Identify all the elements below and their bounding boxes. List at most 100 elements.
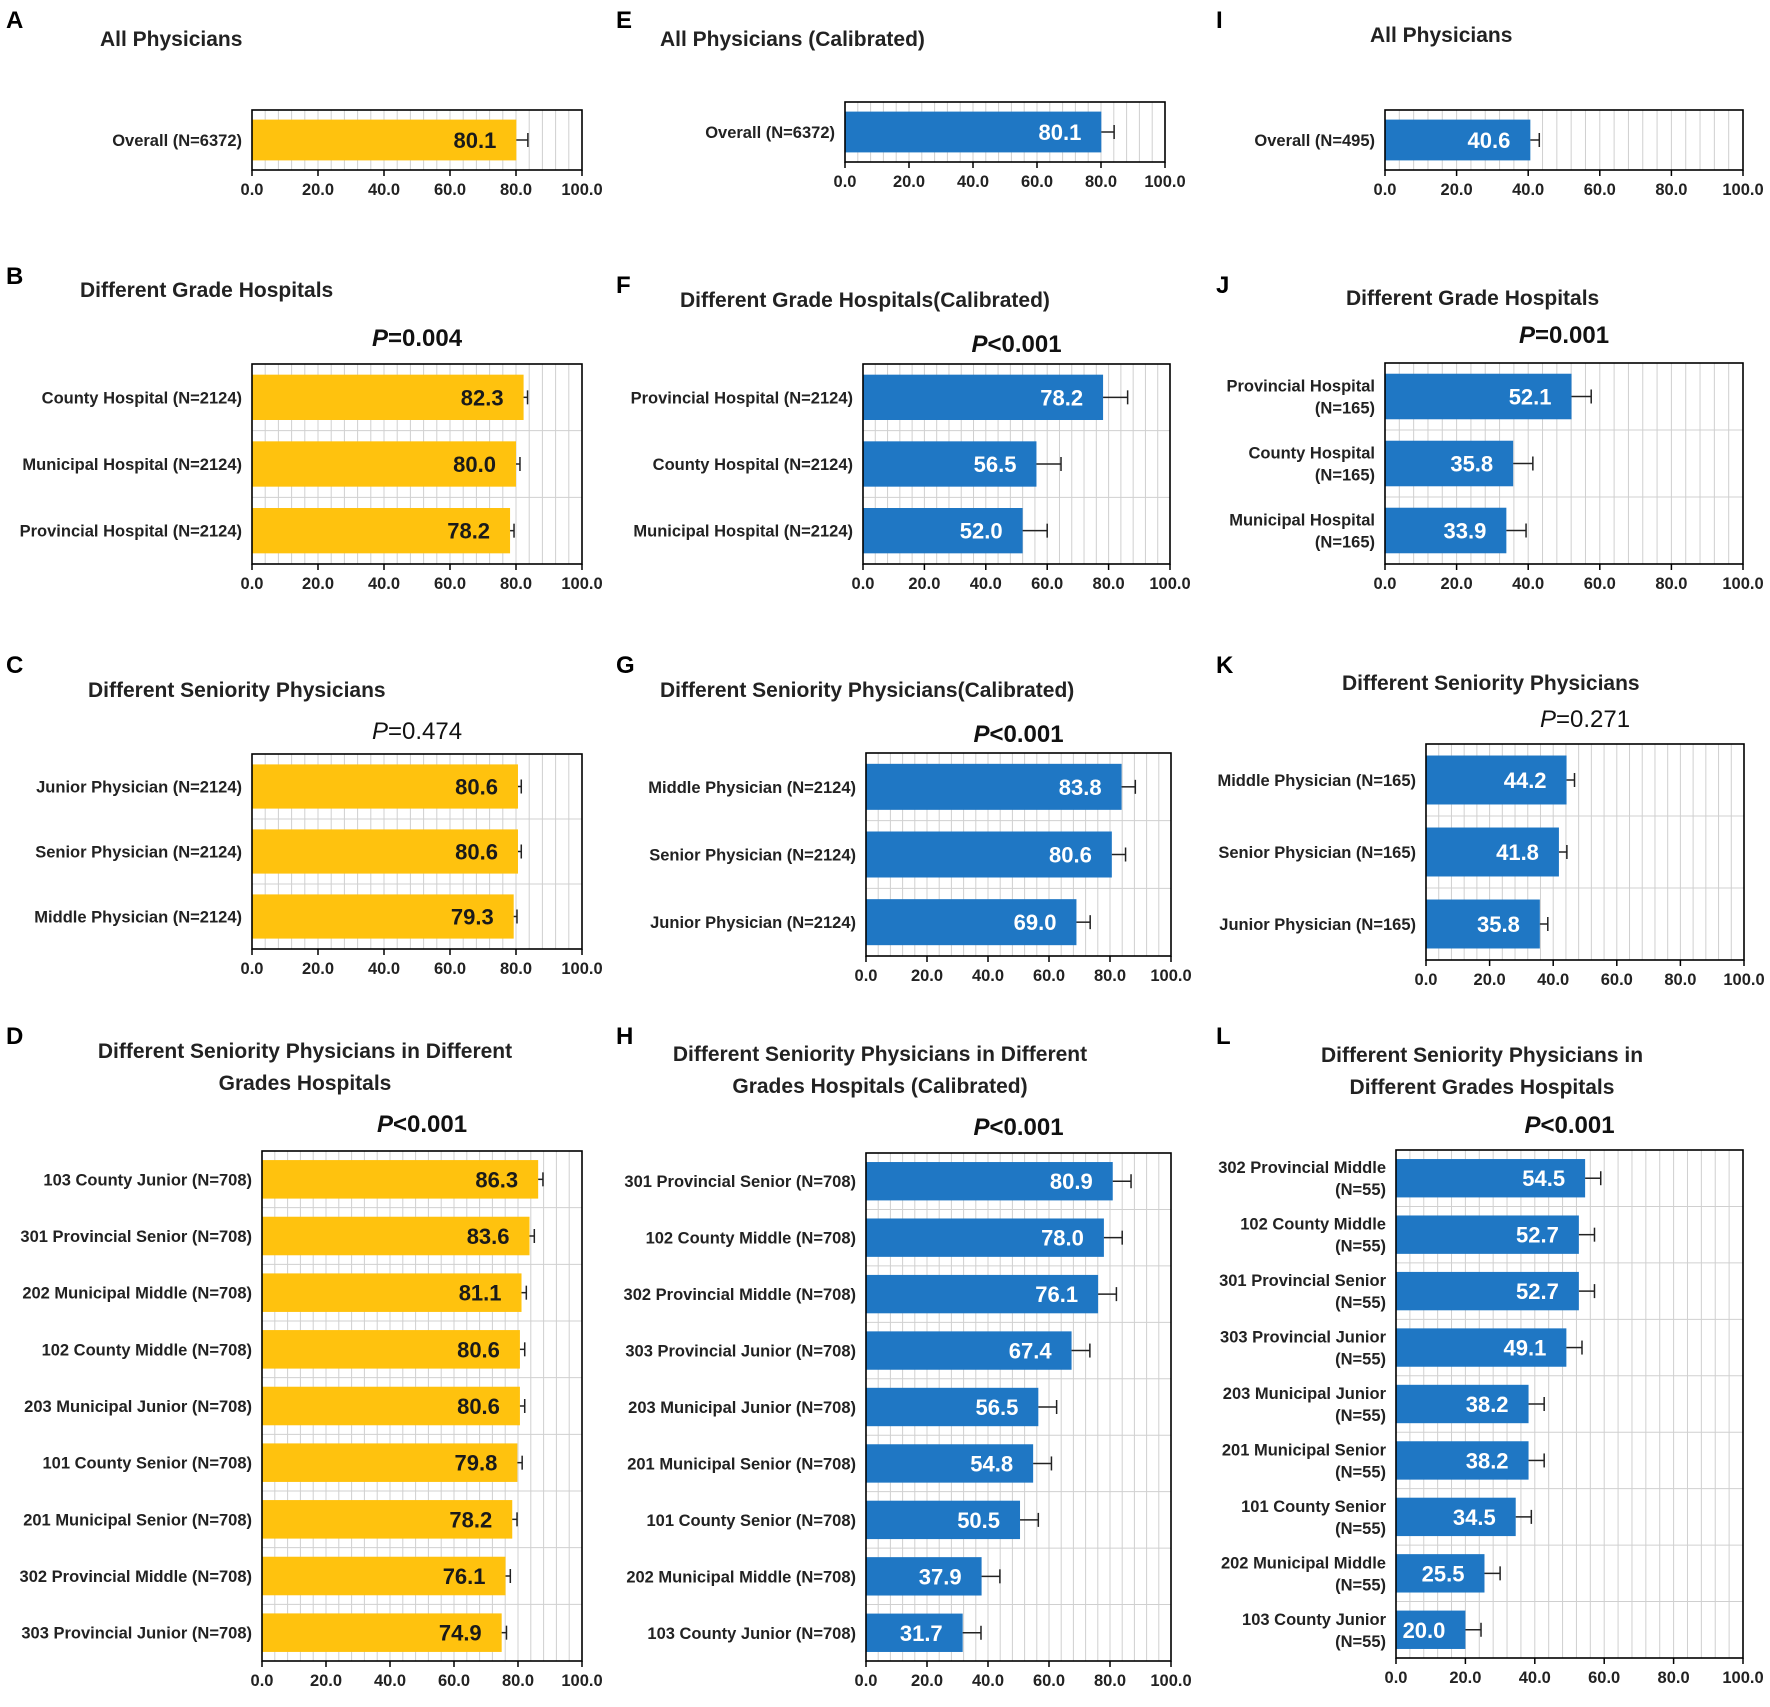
bar <box>866 831 1112 878</box>
data-label: 49.1 <box>1504 1336 1547 1361</box>
x-tick-label: 0.0 <box>241 181 264 199</box>
panel-label: E <box>616 7 632 34</box>
x-tick-label: 20.0 <box>302 181 334 199</box>
x-tick-label: 80.0 <box>502 1672 534 1690</box>
data-label: 80.6 <box>1049 843 1092 868</box>
category-label: (N=55) <box>1335 1181 1386 1199</box>
x-tick-label: 40.0 <box>972 1672 1004 1690</box>
category-label: 201 Municipal Senior <box>1222 1441 1387 1459</box>
category-label: 201 Municipal Senior (N=708) <box>23 1511 252 1529</box>
x-tick-label: 20.0 <box>1449 1669 1481 1687</box>
plot-frame <box>862 363 1171 565</box>
x-tick-label: 0.0 <box>1374 575 1397 593</box>
category-label: (N=55) <box>1335 1238 1386 1256</box>
bar <box>866 763 1122 810</box>
x-tick-label: 40.0 <box>957 173 989 191</box>
bar <box>1396 1271 1579 1311</box>
p-value: P=0.474 <box>372 718 462 745</box>
bar <box>866 1218 1104 1257</box>
plot-frame <box>251 753 583 950</box>
x-tick-label: 20.0 <box>1441 181 1473 199</box>
bar <box>1396 1554 1485 1593</box>
x-tick-label: 40.0 <box>972 967 1004 985</box>
x-tick-label: 0.0 <box>241 960 264 978</box>
p-value-text: =0.474 <box>388 718 462 745</box>
x-tick-label: 100.0 <box>1722 575 1763 593</box>
panel-h: H Different Seniority Physicians in Diffe… <box>616 1023 1192 1690</box>
chart-title: Different Seniority Physicians <box>88 679 386 702</box>
data-label: 67.4 <box>1009 1339 1053 1364</box>
panel-label: H <box>616 1023 633 1050</box>
x-tick-label: 100.0 <box>1144 173 1185 191</box>
x-tick-label: 20.0 <box>908 575 940 593</box>
x-tick-label: 60.0 <box>1021 173 1053 191</box>
data-label: 78.2 <box>449 1507 492 1532</box>
category-label: Senior Physician (N=2124) <box>35 844 242 862</box>
bar <box>1385 373 1572 420</box>
chart-title: Different Grades Hospitals <box>1350 1076 1615 1099</box>
x-tick-label: 0.0 <box>1374 181 1397 199</box>
data-label: 80.6 <box>455 840 498 865</box>
category-label: 102 County Middle (N=708) <box>646 1230 856 1248</box>
x-tick-label: 80.0 <box>500 960 532 978</box>
category-label: 103 County Junior <box>1242 1611 1387 1629</box>
category-label: 302 Provincial Middle <box>1218 1159 1386 1177</box>
category-label: Middle Physician (N=165) <box>1217 772 1416 790</box>
data-label: 80.9 <box>1050 1169 1093 1194</box>
bar <box>1426 827 1559 877</box>
x-tick-label: 20.0 <box>893 173 925 191</box>
plot-frame <box>1395 1149 1744 1659</box>
plot-frame <box>251 363 583 565</box>
data-label: 74.9 <box>439 1621 482 1646</box>
plot-frame <box>865 752 1172 957</box>
x-tick-label: 100.0 <box>1150 1672 1191 1690</box>
category-label: 203 Municipal Junior (N=708) <box>628 1399 856 1417</box>
panel-f: F Different Grade Hospitals(Calibrated) P<… <box>616 272 1191 593</box>
p-value-text: =0.004 <box>388 325 463 352</box>
category-label: (N=55) <box>1335 1576 1386 1594</box>
category-label: 102 County Middle <box>1240 1216 1386 1234</box>
p-value-text: <0.001 <box>987 331 1061 358</box>
data-label: 52.0 <box>960 519 1003 544</box>
bar <box>252 508 511 554</box>
data-label: 35.8 <box>1450 452 1493 477</box>
bar <box>262 1556 506 1596</box>
category-label: (N=55) <box>1335 1520 1386 1538</box>
panel-label: G <box>616 652 635 679</box>
chart-title: Different Seniority Physicians in Differ… <box>98 1040 512 1063</box>
x-tick-label: 80.0 <box>1658 1669 1690 1687</box>
x-tick-label: 0.0 <box>1385 1669 1408 1687</box>
x-tick-label: 0.0 <box>1415 971 1438 989</box>
category-label: 103 County Junior (N=708) <box>43 1171 252 1189</box>
category-label: (N=55) <box>1335 1633 1386 1651</box>
bar <box>252 119 517 161</box>
panel-label: C <box>6 652 23 679</box>
data-label: 41.8 <box>1496 840 1539 865</box>
x-tick-label: 80.0 <box>1094 967 1126 985</box>
data-label: 52.7 <box>1516 1223 1559 1248</box>
category-label: Senior Physician (N=2124) <box>649 847 856 865</box>
data-label: 40.6 <box>1468 128 1511 153</box>
category-label: Municipal Hospital <box>1229 512 1375 530</box>
x-tick-label: 60.0 <box>434 575 466 593</box>
panel-i: I All Physicians 40.6 Overall (N=495) 0.0 20.… <box>1216 7 1764 199</box>
x-tick-label: 80.0 <box>1664 971 1696 989</box>
x-tick-label: 0.0 <box>852 575 875 593</box>
bar <box>262 1386 520 1426</box>
category-label: 301 Provincial Senior <box>1219 1272 1386 1290</box>
data-label: 80.6 <box>457 1394 500 1419</box>
x-tick-label: 100.0 <box>1723 971 1764 989</box>
p-value-text: =0.001 <box>1535 322 1609 349</box>
chart-title: Different Grade Hospitals(Calibrated) <box>680 289 1050 312</box>
panel-label: B <box>6 263 23 290</box>
x-tick-label: 60.0 <box>1584 575 1616 593</box>
x-tick-label: 40.0 <box>368 181 400 199</box>
bar <box>252 764 518 809</box>
panel-d: D Different Seniority Physicians in Diffe… <box>6 1023 603 1690</box>
bar <box>866 1613 963 1652</box>
p-value: P=0.271 <box>1540 706 1630 733</box>
chart-title: Different Seniority Physicians <box>1342 672 1640 695</box>
x-tick-label: 40.0 <box>1512 181 1544 199</box>
category-label: 202 Municipal Middle (N=708) <box>22 1285 252 1303</box>
